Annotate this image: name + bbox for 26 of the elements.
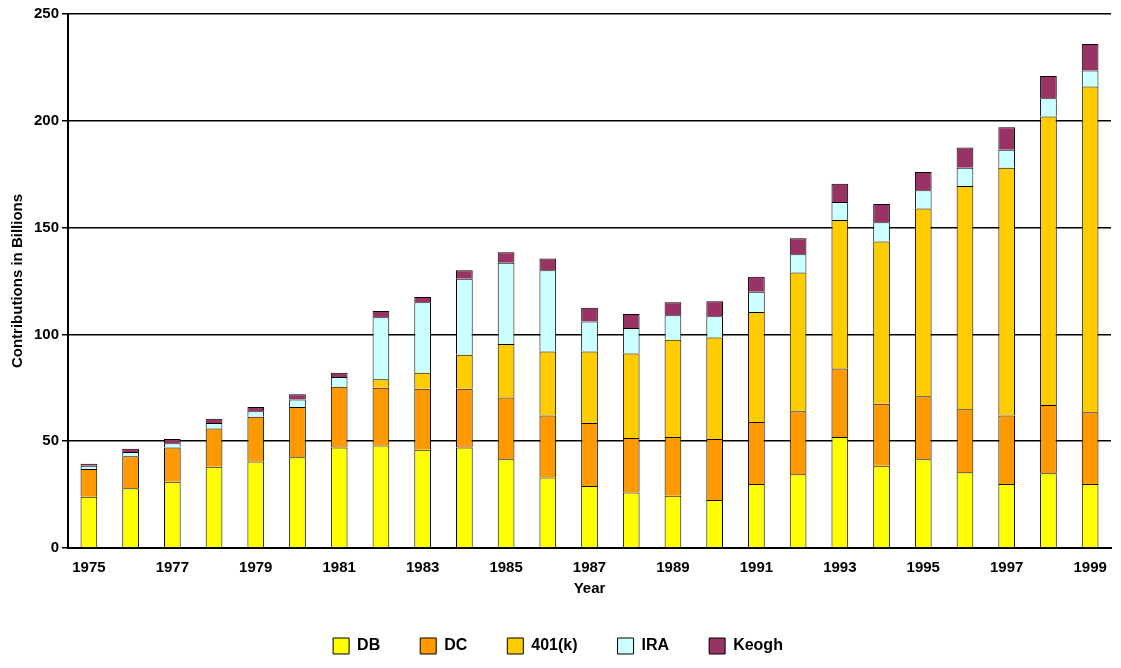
legend-label: IRA — [641, 636, 670, 654]
legend-label: DB — [357, 636, 381, 654]
x-tick-label: 1991 — [739, 558, 774, 576]
legend-label: Keogh — [733, 636, 783, 654]
y-tick-label: 0 — [50, 538, 60, 556]
x-tick-label: 1981 — [322, 558, 356, 576]
y-tick-label: 200 — [34, 110, 60, 128]
x-tick-label: 1985 — [489, 558, 523, 576]
x-axis-title: Year — [573, 579, 606, 597]
x-tick-label: 1989 — [656, 558, 690, 576]
legend-label: 401(k) — [531, 636, 578, 654]
x-tick-label: 1983 — [405, 558, 440, 576]
x-tick-label: 1975 — [72, 558, 106, 576]
x-tick-label: 1995 — [906, 558, 940, 576]
y-tick-label: 100 — [34, 324, 60, 342]
x-tick-label: 1997 — [990, 558, 1024, 576]
x-tick-label: 1987 — [572, 558, 607, 576]
x-tick-label: 1993 — [823, 558, 857, 576]
x-tick-label: 1979 — [239, 558, 273, 576]
x-tick-label: 1999 — [1073, 558, 1107, 576]
legend-label: DC — [444, 636, 468, 654]
x-tick-label: 1977 — [155, 558, 190, 576]
y-axis-title: Contributions in Billions — [8, 193, 26, 369]
y-tick-label: 150 — [34, 217, 60, 235]
y-tick-label: 50 — [42, 431, 60, 449]
y-tick-label: 250 — [34, 4, 60, 22]
